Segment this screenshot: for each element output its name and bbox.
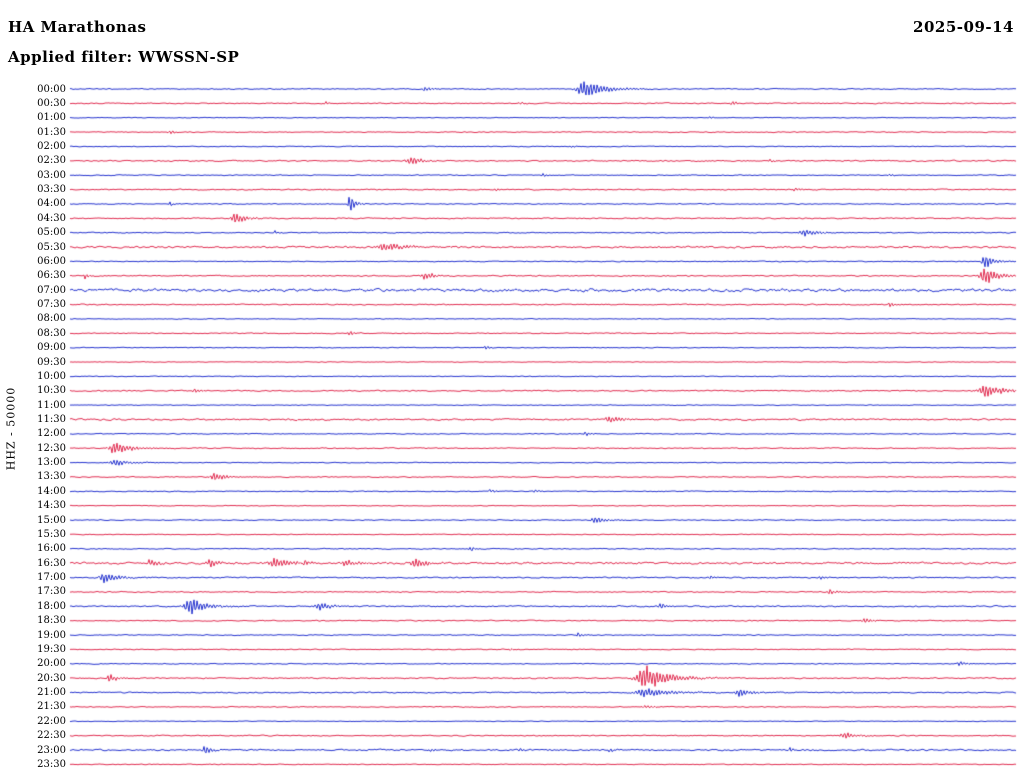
seismogram-traces-canvas	[0, 0, 1024, 780]
